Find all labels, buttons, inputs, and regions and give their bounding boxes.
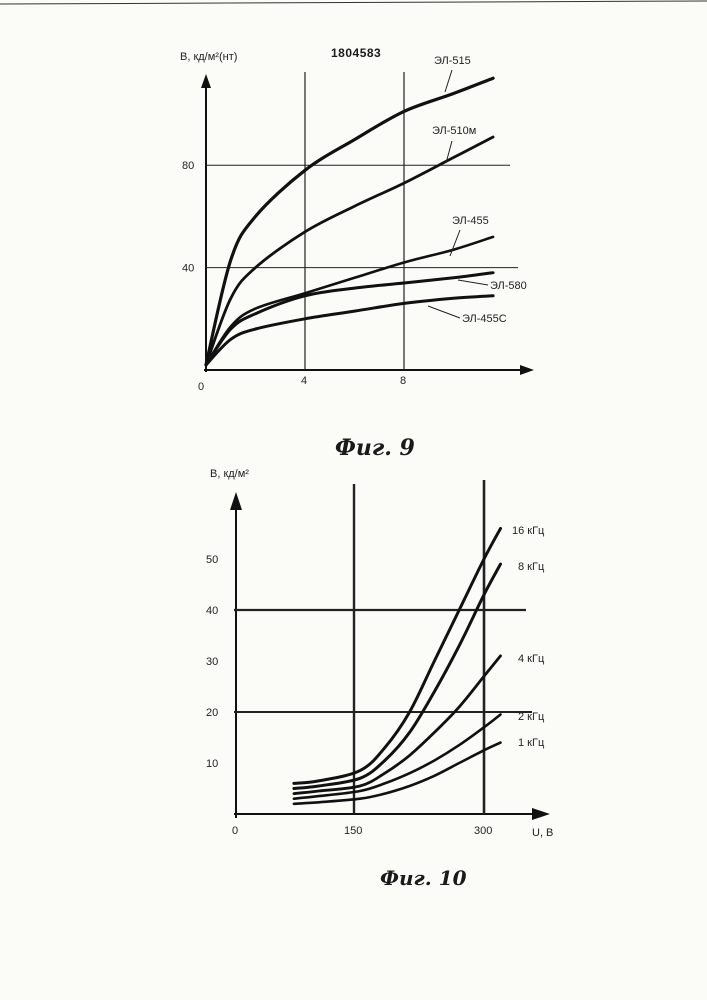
x-tick-label-4: 4 xyxy=(301,375,307,387)
series-label-эл-510м: ЭЛ-510м xyxy=(432,125,476,137)
y-axis-label: B, кд/м²(нт) xyxy=(180,51,237,63)
page-top-edge xyxy=(0,1,707,4)
curve-8-кгц xyxy=(294,564,501,788)
x-axis-label: U, В xyxy=(532,827,553,839)
y-axis-arrow xyxy=(201,74,211,88)
x-tick-label-8: 8 xyxy=(400,375,406,387)
y-axis-label: B, кд/м² xyxy=(210,468,249,480)
series-label-эл-455с: ЭЛ-455С xyxy=(462,313,507,325)
leader-эл-515 xyxy=(445,70,452,92)
series-label-16-кгц: 16 кГц xyxy=(512,525,545,537)
leader-эл-580 xyxy=(458,280,488,285)
series-label-2-кгц: 2 кГц xyxy=(518,711,545,723)
figure-9-caption: Фиг. 9 xyxy=(335,435,415,461)
series-label-эл-515: ЭЛ-515 xyxy=(434,55,471,67)
series-label-эл-580: ЭЛ-580 xyxy=(490,280,527,292)
curve-эл-515 xyxy=(206,78,493,365)
figure-10-chart: 0 150 300 10 20 30 40 50 B, кд/м² U, В 16 кГц 8 кГц… xyxy=(206,468,553,839)
y-tick-label-80: 80 xyxy=(182,160,194,172)
series-label-эл-455: ЭЛ-455 xyxy=(452,215,489,227)
x-axis-arrow xyxy=(520,365,534,375)
series-label-8-кгц: 8 кГц xyxy=(518,561,545,573)
x-tick-label-300: 300 xyxy=(474,825,492,837)
y-tick-label-40: 40 xyxy=(182,263,194,275)
series-label-1-кгц: 1 кГц xyxy=(518,737,545,749)
leader-эл-455с xyxy=(428,306,460,318)
series-label-4-кгц: 4 кГц xyxy=(518,653,545,665)
y-axis-arrow xyxy=(230,492,242,510)
curve-эл-455 xyxy=(206,237,493,365)
x-axis-arrow xyxy=(532,808,550,820)
leader-эл-455 xyxy=(450,230,460,256)
x-tick-label-0: 0 xyxy=(232,825,238,837)
figure-9-chart: 0 4 8 40 80 B, кд/м²(нт) ЭЛ-515 ЭЛ-510м ЭЛ-455 ЭЛ… xyxy=(180,51,534,393)
curve-4-кгц xyxy=(294,656,501,794)
y-tick-label-20: 20 xyxy=(206,707,218,719)
figure-10-caption: Фиг. 10 xyxy=(380,866,467,890)
y-tick-label-50: 50 xyxy=(206,554,218,566)
x-tick-label-150: 150 xyxy=(344,825,362,837)
x-tick-label-0: 0 xyxy=(198,381,204,393)
curve-эл-455с xyxy=(206,296,493,365)
y-tick-label-40: 40 xyxy=(206,605,218,617)
y-tick-label-10: 10 xyxy=(206,758,218,770)
y-tick-label-30: 30 xyxy=(206,656,218,668)
curve-эл-580 xyxy=(206,273,493,365)
curve-16-кгц xyxy=(294,528,501,783)
